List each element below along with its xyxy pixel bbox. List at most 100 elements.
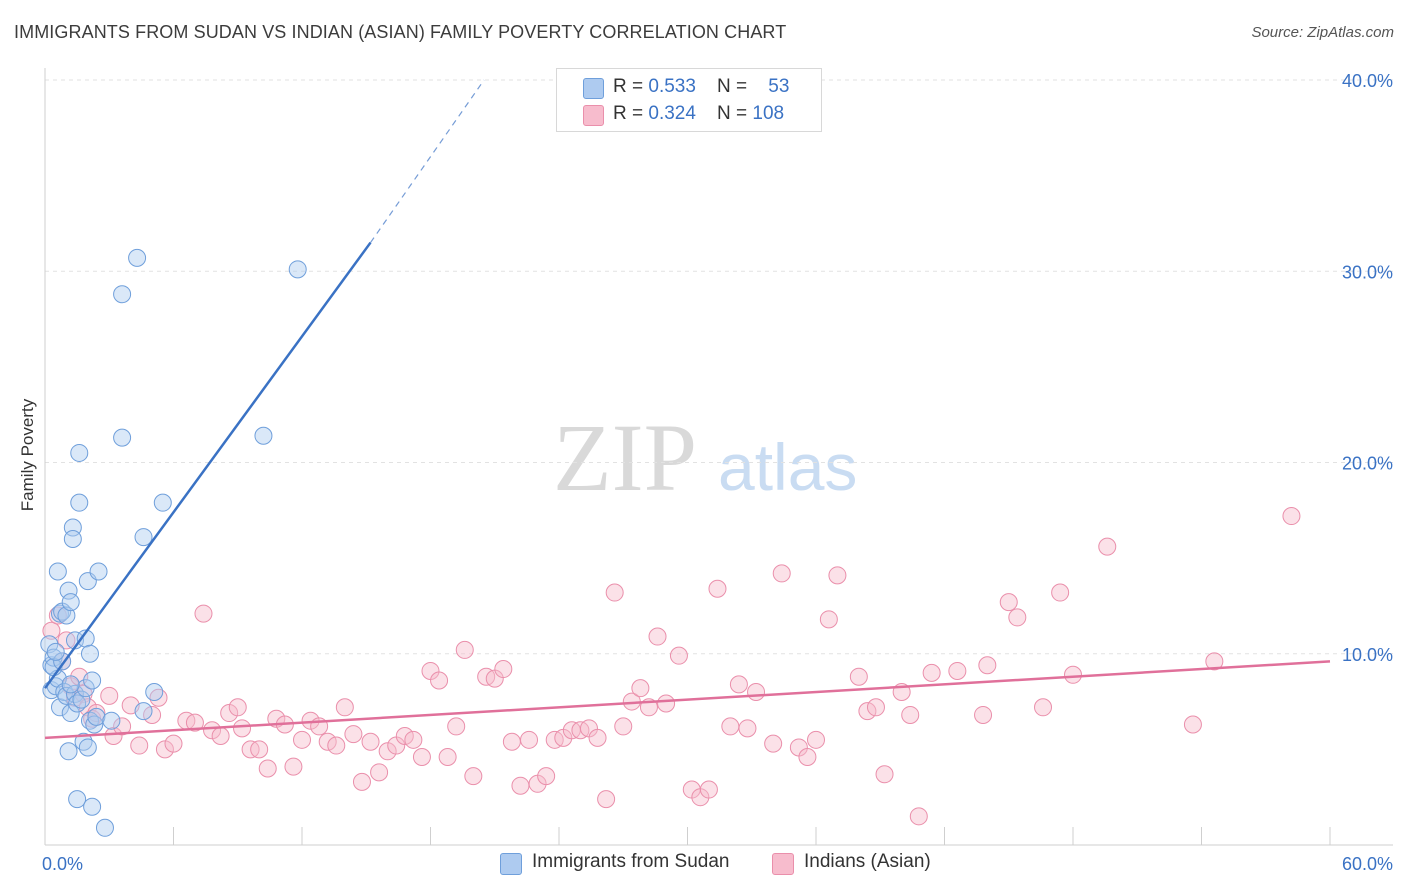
point-indian <box>974 705 993 724</box>
point-indian <box>284 757 303 776</box>
point-indian <box>220 704 239 723</box>
point-indian <box>318 732 337 751</box>
point-indian <box>185 713 204 732</box>
point-indian <box>669 646 688 665</box>
point-indian <box>327 736 346 755</box>
point-indian <box>502 732 521 751</box>
point-indian <box>100 686 119 705</box>
point-indian <box>113 717 132 736</box>
series-indian-points <box>42 507 1301 826</box>
point-indian <box>1008 608 1027 627</box>
point-indian <box>764 734 783 753</box>
y-tick-label: 20.0% <box>1342 454 1393 474</box>
point-indian <box>203 721 222 740</box>
point-indian <box>455 640 474 659</box>
point-sudan <box>46 642 65 661</box>
y-tick-label: 30.0% <box>1342 262 1393 282</box>
point-indian <box>922 663 941 682</box>
point-indian <box>708 579 727 598</box>
gridlines <box>45 79 1393 655</box>
point-indian <box>258 759 277 778</box>
point-indian <box>858 702 877 721</box>
point-sudan <box>128 248 147 267</box>
point-indian <box>335 698 354 717</box>
watermark-atlas-text: atlas <box>718 430 857 504</box>
point-indian <box>978 656 997 675</box>
point-indian <box>194 604 213 623</box>
point-indian <box>729 675 748 694</box>
point-indian <box>1098 537 1117 556</box>
point-indian <box>537 767 556 786</box>
tick-labels: 10.0% 20.0% 30.0% 40.0% 0.0% 60.0% <box>42 71 1393 874</box>
point-sudan <box>87 707 106 726</box>
point-sudan <box>113 285 132 304</box>
y-tick-label: 10.0% <box>1342 645 1393 665</box>
point-indian <box>1064 665 1082 684</box>
point-indian <box>464 767 483 786</box>
point-indian <box>211 726 230 745</box>
point-indian <box>875 765 894 784</box>
point-sudan <box>134 702 153 721</box>
point-sudan <box>153 493 172 512</box>
point-indian <box>87 704 106 723</box>
point-indian <box>438 748 457 767</box>
legend-stats-sudan: R = 0.533 N = 53 <box>613 76 789 98</box>
point-sudan <box>288 260 307 279</box>
point-sudan <box>61 704 80 723</box>
point-indian <box>1051 583 1070 602</box>
bottom-legend-swatch-sudan <box>500 853 522 875</box>
point-indian <box>404 730 423 749</box>
legend-r-label: R = <box>613 103 649 124</box>
y-tick-label: 40.0% <box>1342 71 1393 91</box>
x-tick-label: 0.0% <box>42 854 83 874</box>
point-sudan <box>113 428 132 447</box>
point-indian <box>293 730 311 749</box>
point-indian <box>155 740 174 759</box>
point-sudan <box>76 679 95 698</box>
point-indian <box>1183 715 1202 734</box>
legend-swatch-sudan <box>583 78 604 99</box>
legend-r-label: R = <box>613 76 649 97</box>
point-sudan <box>85 715 104 734</box>
chart-title: IMMIGRANTS FROM SUDAN VS INDIAN (ASIAN) … <box>14 22 787 42</box>
point-indian <box>164 734 183 753</box>
legend-n-value: 53 <box>768 76 790 97</box>
trend-line-indian <box>44 660 1331 740</box>
point-indian <box>657 694 676 713</box>
bottom-legend-label-indian: Indians (Asian) <box>804 851 931 872</box>
point-indian <box>798 748 817 767</box>
point-sudan <box>63 530 82 548</box>
source-label: Source: ZipAtlas.com <box>1251 24 1394 41</box>
bottom-legend-label-sudan: Immigrants from Sudan <box>532 851 730 872</box>
point-indian <box>605 583 624 602</box>
bottom-legend-swatch-indian <box>772 853 794 875</box>
point-sudan <box>40 635 59 654</box>
point-indian <box>42 621 61 640</box>
point-indian <box>721 717 740 736</box>
point-sudan <box>78 738 97 757</box>
point-indian <box>494 660 513 679</box>
point-indian <box>361 732 380 751</box>
legend-r-value: 0.324 <box>648 103 696 124</box>
point-sudan <box>83 797 102 816</box>
point-sudan <box>145 683 164 701</box>
legend-n-label: N = <box>717 76 753 97</box>
point-indian <box>233 719 252 738</box>
point-sudan <box>70 493 89 512</box>
trend-line-sudan-extension <box>370 79 485 243</box>
point-indian <box>614 717 633 736</box>
point-sudan <box>80 644 99 663</box>
point-sudan <box>68 790 87 809</box>
point-sudan <box>48 562 67 581</box>
point-indian <box>819 610 838 629</box>
point-sudan <box>59 581 78 600</box>
point-indian <box>447 717 466 736</box>
point-indian <box>1034 698 1053 717</box>
trend-lines <box>43 79 1331 740</box>
watermark: ZIP atlas <box>553 404 857 511</box>
point-sudan <box>59 742 78 761</box>
point-indian <box>520 730 539 749</box>
point-indian <box>511 776 530 795</box>
point-indian <box>948 661 967 680</box>
point-indian <box>597 790 616 809</box>
